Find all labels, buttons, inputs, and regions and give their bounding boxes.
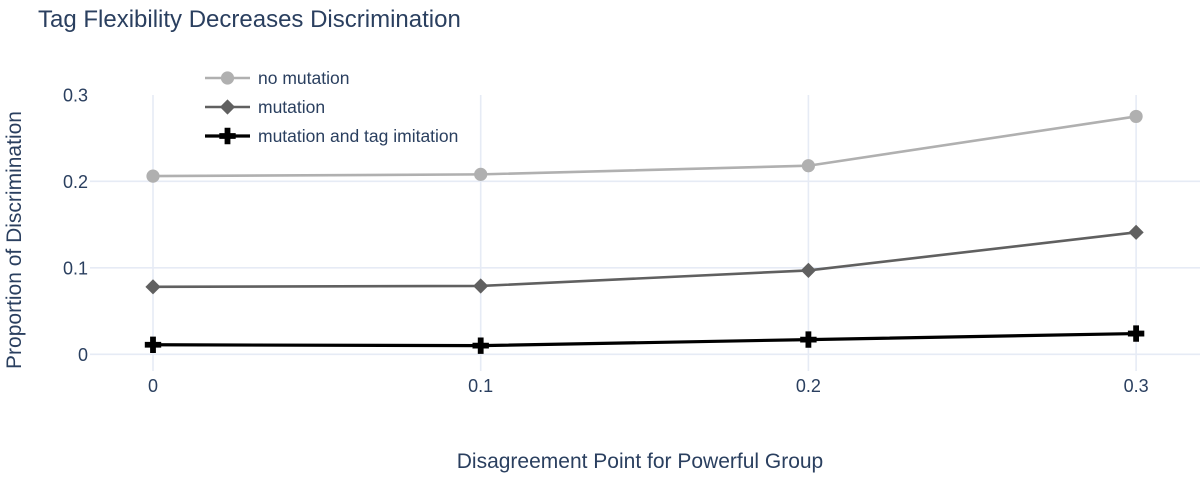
- x-tick-labels: 0 0.1 0.2 0.3: [148, 376, 1149, 396]
- data-point-plus: [144, 336, 162, 353]
- legend-label: no mutation: [258, 68, 349, 88]
- legend-item-no-mutation[interactable]: no mutation: [205, 68, 349, 88]
- data-point-diamond: [473, 278, 489, 294]
- x-tick-label: 0: [148, 376, 158, 396]
- data-point-circle: [474, 167, 488, 181]
- y-tick-label: 0.1: [63, 258, 88, 278]
- data-point-circle: [1129, 109, 1143, 124]
- data-point-circle: [801, 159, 816, 173]
- data-point-diamond: [145, 279, 161, 295]
- y-tick-label: 0.3: [63, 85, 88, 105]
- series-no-mutation: [146, 109, 1143, 183]
- data-point-plus: [472, 337, 489, 354]
- data-point-plus: [219, 127, 236, 145]
- gridlines: [90, 95, 1200, 371]
- x-axis-title: Disagreement Point for Powerful Group: [457, 450, 824, 473]
- y-tick-label: 0: [78, 345, 88, 365]
- x-tick-label: 0.2: [796, 376, 821, 396]
- legend-label: mutation: [258, 97, 325, 117]
- data-point-diamond: [1128, 224, 1144, 240]
- series-mutation: [145, 224, 1144, 295]
- legend-item-mutation-and-tag-imitation[interactable]: mutation and tag imitation: [205, 126, 458, 146]
- legend-item-mutation[interactable]: mutation: [205, 97, 325, 117]
- series-line: [152, 231, 1137, 289]
- x-tick-label: 0.1: [468, 376, 493, 396]
- y-tick-label: 0.2: [63, 172, 88, 192]
- series-lines: [144, 109, 1145, 354]
- data-point-circle: [220, 71, 235, 85]
- legend: no mutation mutation mutation and tag imit…: [205, 68, 458, 146]
- series-mutation-and-tag-imitation: [144, 325, 1145, 354]
- y-axis-title: Proportion of Discrimination: [3, 111, 26, 369]
- chart-title: Tag Flexibility Decreases Discrimination: [38, 6, 461, 33]
- y-tick-labels: 0 0.1 0.2 0.3: [63, 85, 88, 365]
- data-point-plus: [1127, 325, 1145, 342]
- data-point-plus: [800, 331, 817, 348]
- x-tick-label: 0.3: [1124, 376, 1149, 396]
- data-point-diamond: [219, 99, 236, 115]
- data-point-diamond: [800, 262, 816, 278]
- data-point-circle: [146, 169, 160, 183]
- legend-label: mutation and tag imitation: [258, 126, 458, 146]
- series-line: [152, 115, 1137, 178]
- series-line: [152, 331, 1137, 348]
